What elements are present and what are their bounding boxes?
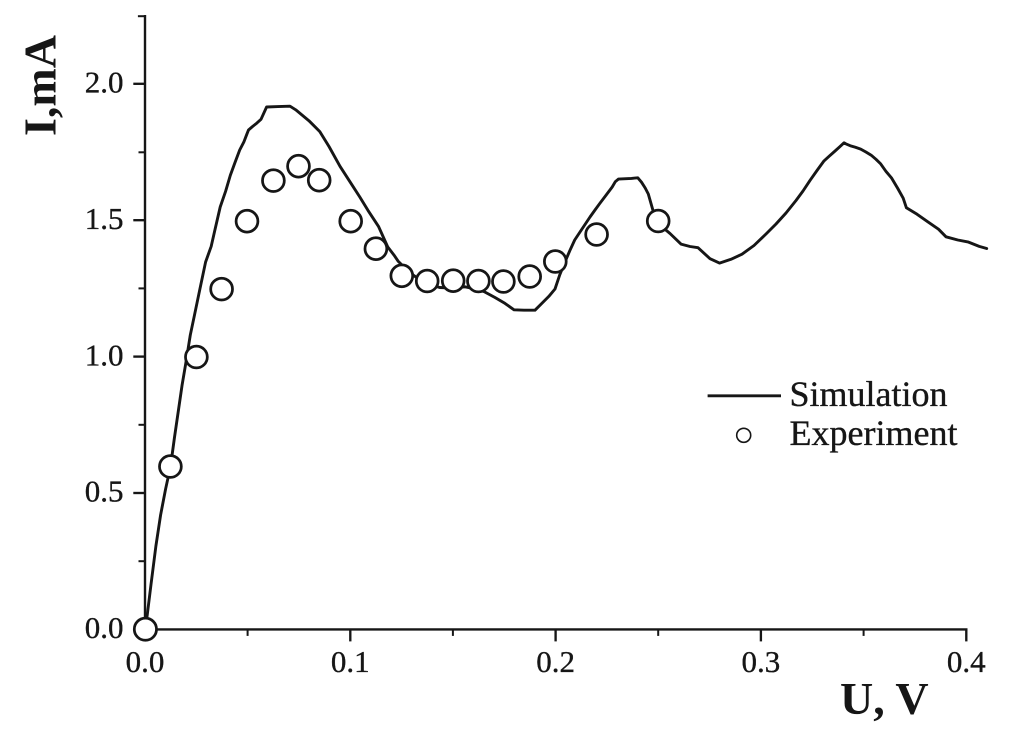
svg-text:0.1: 0.1 [331,644,370,679]
svg-text:0.5: 0.5 [85,474,124,509]
svg-text:0.4: 0.4 [947,644,986,679]
svg-text:0.2: 0.2 [536,644,575,679]
svg-text:Experiment: Experiment [790,413,958,453]
svg-text:U, V: U, V [840,673,929,724]
svg-text:1.5: 1.5 [85,201,124,236]
svg-text:1.0: 1.0 [85,337,124,372]
svg-text:0.0: 0.0 [126,644,165,679]
svg-text:0.0: 0.0 [85,610,124,645]
svg-text:2.0: 2.0 [85,65,124,100]
svg-text:0.3: 0.3 [742,644,781,679]
svg-text:Simulation: Simulation [790,374,948,414]
svg-text:I,mA: I,mA [15,35,66,136]
